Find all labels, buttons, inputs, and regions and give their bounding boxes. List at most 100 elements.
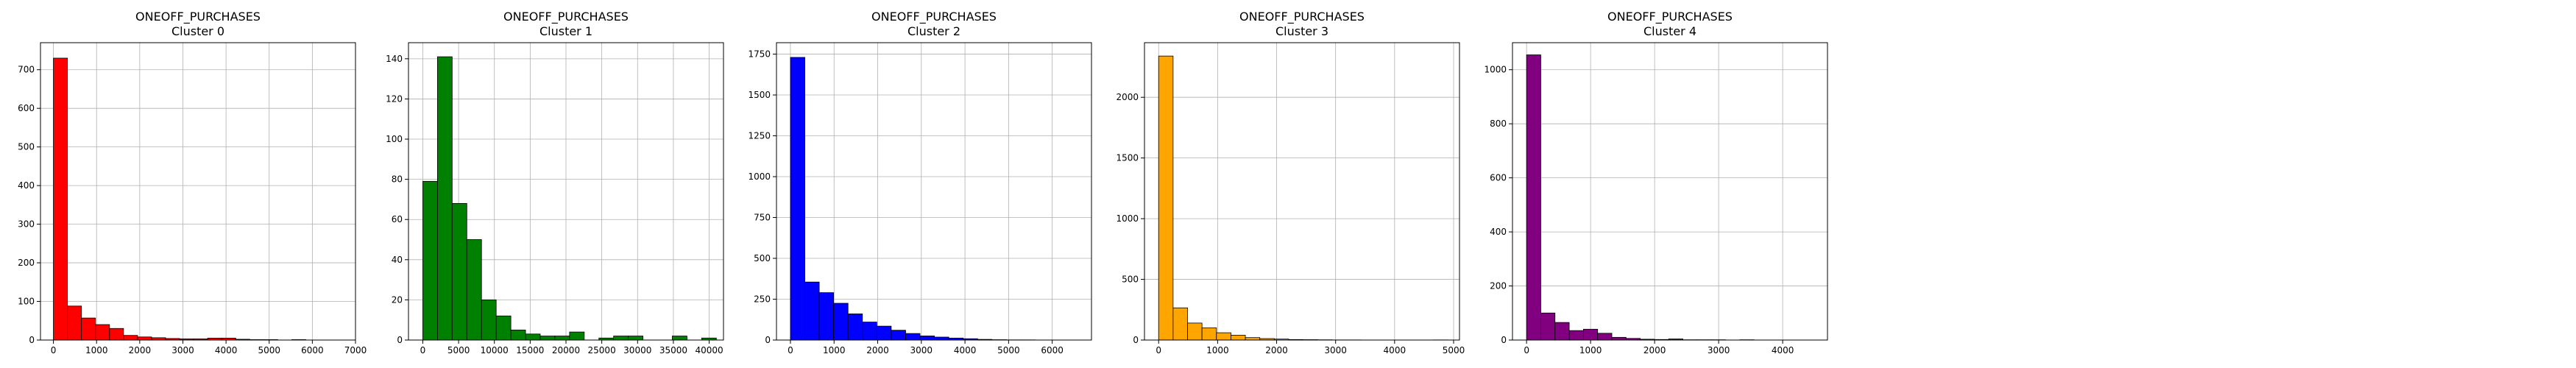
histogram-bar [1172, 307, 1188, 341]
chart-title: ONEOFF_PURCHASES [871, 10, 997, 24]
histogram-bar [1582, 328, 1599, 341]
x-tick-label: 1000 [1206, 345, 1229, 355]
y-tick-label: 600 [1490, 173, 1507, 183]
x-tick-label: 6000 [301, 345, 324, 355]
x-tick-label: 0 [51, 345, 57, 355]
y-tick-label: 1500 [1116, 153, 1139, 163]
histogram-bar [919, 336, 935, 341]
x-tick-label: 25000 [588, 345, 616, 355]
chart-panel-0: 0 1000 2000 3000 4000 5000 6000 7000 0 100 200 300 4… [18, 10, 367, 355]
axes-frame [776, 42, 1092, 341]
histogram-bar [137, 336, 152, 341]
x-tick-label: 5000 [997, 345, 1020, 355]
x-tick-label: 5000 [447, 345, 470, 355]
x-tick-label: 1000 [823, 345, 846, 355]
y-tick-label: 600 [18, 103, 35, 113]
chart-title: ONEOFF_PURCHASES [1239, 10, 1365, 24]
histogram-bar [53, 57, 68, 341]
y-tick-label: 800 [1490, 118, 1507, 129]
histogram-bar [1187, 322, 1203, 341]
y-tick-label: 1000 [1484, 65, 1507, 75]
histogram-bar [1158, 55, 1174, 341]
chart-subtitle: Cluster 3 [1275, 24, 1328, 38]
x-tick-label: 35000 [659, 345, 687, 355]
y-tick-label: 2000 [1116, 92, 1139, 102]
y-tick-label: 400 [1490, 227, 1507, 237]
histogram-bar [876, 325, 892, 341]
y-tick-label: 120 [386, 93, 403, 104]
histogram-bar [495, 315, 512, 341]
x-tick-label: 2000 [1265, 345, 1288, 355]
histogram-bar [1611, 336, 1627, 341]
histogram-bar [422, 180, 438, 341]
histogram-bar [451, 202, 467, 341]
x-tick-label: 4000 [215, 345, 238, 355]
chart-title: ONEOFF_PURCHASES [135, 10, 261, 24]
chart-subtitle: Cluster 1 [539, 24, 592, 38]
y-tick-label: 0 [1501, 335, 1507, 345]
y-tick-label: 200 [18, 258, 35, 268]
x-tick-label: 7000 [344, 345, 367, 355]
y-tick-label: 0 [29, 335, 35, 345]
histogram-bar [1216, 332, 1231, 341]
histogram-bar [905, 333, 921, 341]
histogram-bar [672, 336, 687, 341]
histogram-bar [934, 336, 949, 341]
histogram-bar [554, 336, 570, 341]
histogram-bar [95, 324, 110, 341]
x-tick-label: 0 [788, 345, 793, 355]
y-tick-label: 300 [18, 219, 35, 230]
histogram-bar [833, 302, 849, 341]
histogram-bar [1597, 333, 1613, 341]
x-tick-label: 20000 [552, 345, 580, 355]
x-tick-label: 30000 [623, 345, 651, 355]
x-tick-label: 3000 [1708, 345, 1730, 355]
y-tick-label: 80 [392, 174, 403, 185]
x-tick-label: 4000 [1772, 345, 1794, 355]
x-tick-label: 1000 [1579, 345, 1602, 355]
histogram-bar [510, 329, 526, 341]
x-tick-label: 4000 [954, 345, 977, 355]
chart-panel-1: 0 5000 10000 15000 20000 25000 30000 35000 40000… [386, 10, 724, 355]
histogram-bar [1201, 328, 1217, 341]
y-tick-label: 1000 [1116, 213, 1139, 224]
y-tick-label: 1250 [748, 131, 771, 141]
histogram-bar [109, 328, 124, 341]
histogram-bar [123, 335, 138, 341]
y-tick-label: 1500 [748, 90, 771, 100]
y-tick-label: 200 [1490, 281, 1507, 291]
y-tick-label: 140 [386, 54, 403, 64]
y-tick-label: 700 [18, 65, 35, 75]
y-tick-label: 0 [397, 335, 403, 345]
x-tick-label: 10000 [481, 345, 509, 355]
histogram-bar [1554, 322, 1570, 341]
histogram-bar [862, 322, 877, 341]
chart-subtitle: Cluster 2 [907, 24, 960, 38]
histogram-bar [81, 317, 96, 341]
x-tick-label: 3000 [171, 345, 194, 355]
y-tick-label: 400 [18, 180, 35, 191]
chart-panel-4: 0 1000 2000 3000 4000 0 200 400 600 800 1000 ONEOFF… [1484, 10, 1828, 355]
histogram-bar [613, 336, 629, 341]
y-tick-label: 500 [18, 142, 35, 152]
x-tick-label: 3000 [910, 345, 933, 355]
x-tick-label: 3000 [1324, 345, 1347, 355]
chart-subtitle: Cluster 4 [1643, 24, 1696, 38]
histogram-bar [1540, 312, 1556, 341]
chart-panel-3: 0 1000 2000 3000 4000 5000 0 500 1000 1500 2000 ONE… [1116, 10, 1465, 355]
x-tick-label: 6000 [1041, 345, 1064, 355]
histogram-bar [1231, 335, 1246, 341]
axes-frame [1144, 42, 1460, 341]
histogram-bar [790, 57, 805, 341]
histogram-bar [1526, 54, 1541, 341]
chart-title: ONEOFF_PURCHASES [1607, 10, 1733, 24]
y-tick-label: 750 [754, 213, 771, 223]
y-tick-label: 250 [754, 294, 771, 305]
x-tick-label: 0 [420, 345, 426, 355]
x-tick-label: 2000 [1643, 345, 1666, 355]
histogram-bar [466, 239, 482, 341]
histogram-bar [436, 56, 453, 341]
histogram-bar [525, 333, 541, 341]
histogram-bar [804, 281, 820, 341]
